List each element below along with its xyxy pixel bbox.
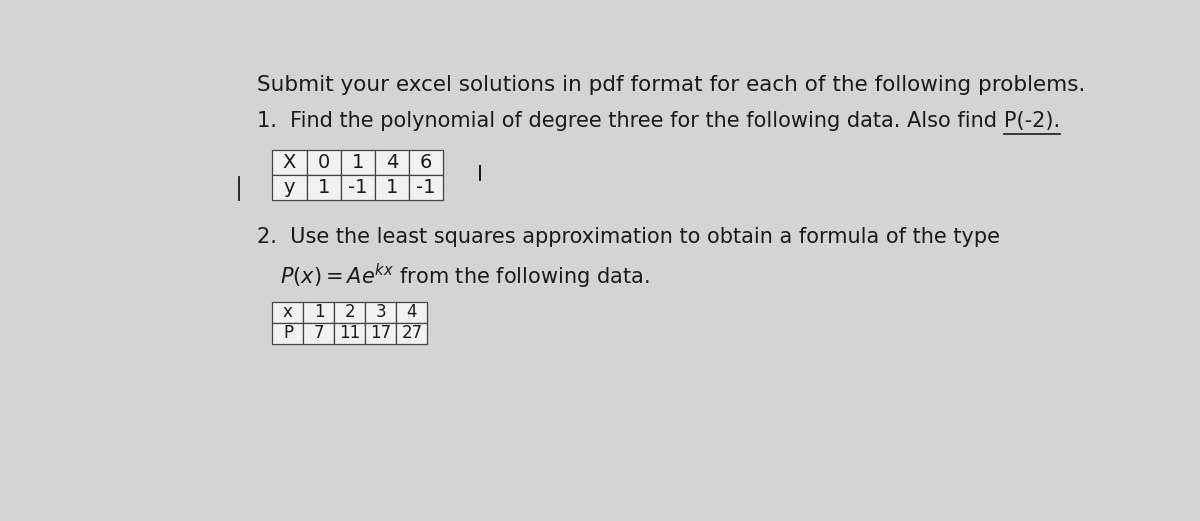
Bar: [335, 323, 366, 343]
Bar: [306, 175, 341, 201]
Text: Submit your excel solutions in pdf format for each of the following problems.: Submit your excel solutions in pdf forma…: [257, 75, 1085, 95]
Bar: [304, 323, 335, 343]
Text: 7: 7: [313, 324, 324, 342]
Bar: [366, 302, 396, 323]
Text: 1: 1: [352, 153, 364, 172]
Text: 27: 27: [401, 324, 422, 342]
Bar: [409, 150, 443, 175]
Bar: [272, 323, 304, 343]
Text: 2: 2: [344, 303, 355, 321]
Bar: [335, 302, 366, 323]
Text: -1: -1: [416, 178, 436, 197]
Text: 0: 0: [318, 153, 330, 172]
Bar: [341, 150, 374, 175]
Text: -1: -1: [348, 178, 367, 197]
Text: 3: 3: [376, 303, 386, 321]
Text: 17: 17: [371, 324, 391, 342]
Text: 4: 4: [385, 153, 398, 172]
Bar: [396, 302, 427, 323]
Text: 6: 6: [420, 153, 432, 172]
Text: 1: 1: [385, 178, 398, 197]
Text: x: x: [283, 303, 293, 321]
Text: X: X: [283, 153, 296, 172]
Text: $P(x) = Ae^{kx}$ from the following data.: $P(x) = Ae^{kx}$ from the following data…: [281, 262, 650, 291]
Text: y: y: [283, 178, 295, 197]
Bar: [272, 150, 306, 175]
Bar: [396, 323, 427, 343]
Text: 2.  Use the least squares approximation to obtain a formula of the type: 2. Use the least squares approximation t…: [257, 227, 1000, 246]
Text: 1: 1: [313, 303, 324, 321]
Text: I: I: [478, 165, 484, 185]
Bar: [272, 175, 306, 201]
Text: 11: 11: [340, 324, 360, 342]
Text: 1.  Find the polynomial of degree three for the following data. Also find: 1. Find the polynomial of degree three f…: [257, 111, 1003, 131]
Text: 4: 4: [407, 303, 418, 321]
Bar: [272, 302, 304, 323]
Bar: [341, 175, 374, 201]
Text: P(-2).: P(-2).: [1003, 111, 1060, 131]
Text: P: P: [283, 324, 293, 342]
Bar: [366, 323, 396, 343]
Bar: [304, 302, 335, 323]
Bar: [409, 175, 443, 201]
Text: 1: 1: [318, 178, 330, 197]
Bar: [374, 175, 409, 201]
Bar: [374, 150, 409, 175]
Bar: [306, 150, 341, 175]
